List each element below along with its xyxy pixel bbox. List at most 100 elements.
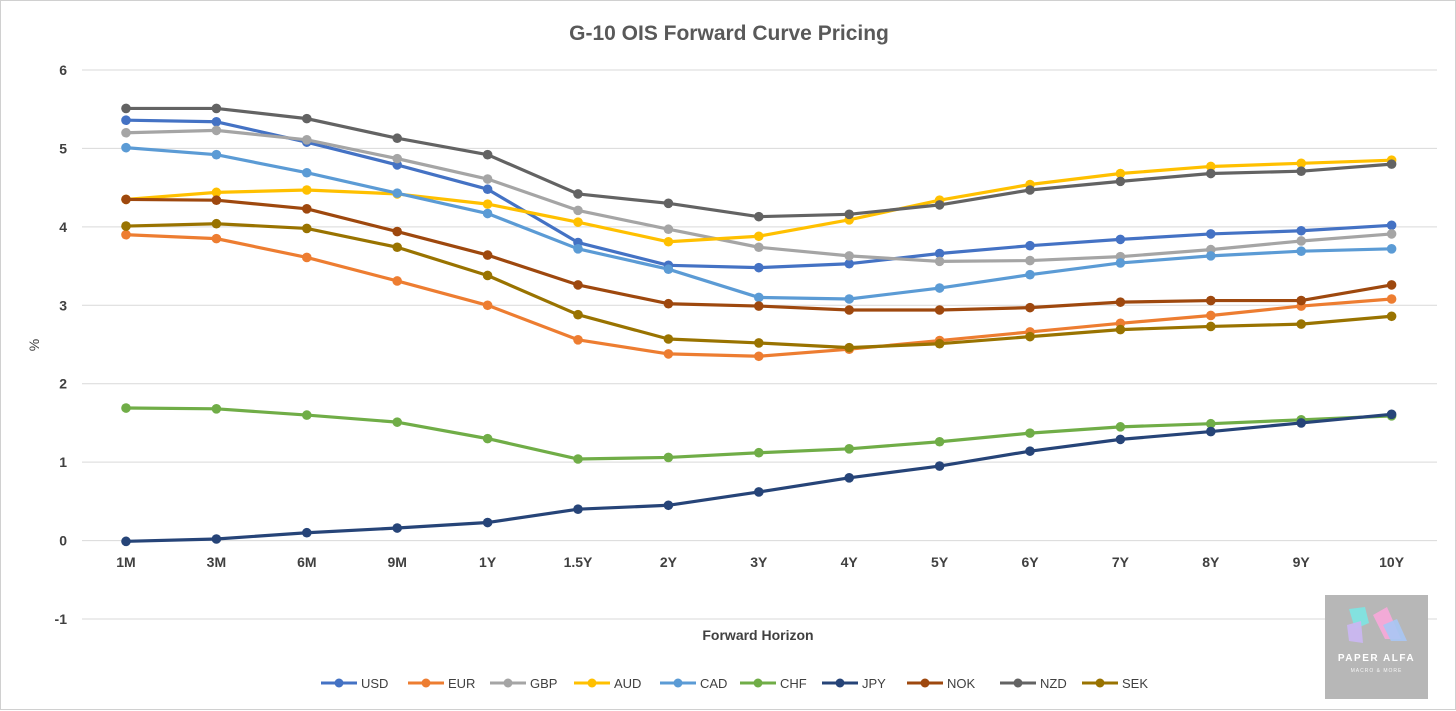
data-point [1206, 426, 1216, 437]
y-tick-label: 1 [59, 454, 67, 470]
data-point [1115, 422, 1126, 432]
legend-swatch-marker [503, 678, 513, 688]
data-point [211, 103, 222, 114]
data-point [934, 305, 945, 315]
data-point [663, 264, 674, 275]
data-point [482, 199, 493, 209]
legend-label: NOK [947, 676, 976, 691]
data-point [121, 194, 131, 205]
legend-item-eur: EUR [408, 676, 475, 691]
data-point [1206, 321, 1216, 332]
data-point [844, 258, 854, 269]
chart-title: G-10 OIS Forward Curve Pricing [569, 22, 889, 45]
y-tick-label: 2 [59, 376, 67, 392]
data-point [1386, 311, 1397, 322]
data-point [1206, 251, 1216, 261]
data-point [1025, 302, 1035, 313]
legend-swatch-marker [835, 678, 845, 688]
data-point [121, 103, 131, 114]
legend-swatch-marker [753, 678, 763, 688]
data-point [663, 349, 674, 359]
logo-tagline: MACRO & MORE [1350, 668, 1403, 674]
data-point [1296, 246, 1306, 256]
data-point [211, 187, 222, 198]
data-point [482, 300, 493, 311]
legend-swatch-marker [1013, 678, 1023, 688]
data-point [844, 473, 854, 483]
data-point [392, 133, 403, 144]
data-point [302, 113, 312, 124]
logo-name: PAPER ALFA [1337, 653, 1416, 664]
x-tick-label: 3M [207, 554, 226, 570]
data-point [392, 523, 403, 533]
data-point [934, 200, 945, 210]
data-point [1386, 244, 1397, 254]
legend-label: JPY [862, 676, 886, 691]
legend-label: USD [361, 676, 388, 691]
x-axis-ticks: 1M 3M 6M 9M 1Y 1.5Y 2Y 3Y 4Y 5Y 6Y 7Y 8Y 9Y 10Y [116, 554, 1404, 570]
data-point [754, 231, 764, 242]
data-point [392, 153, 403, 164]
legend-swatch-marker [920, 678, 930, 688]
series-sek [121, 218, 1397, 353]
x-tick-label: 1.5Y [564, 554, 593, 570]
series-line [124, 106, 1394, 219]
data-point [573, 334, 583, 345]
x-tick-label: 7Y [1112, 554, 1130, 570]
paper-alfa-logo: PAPER ALFA MACRO & MORE [1325, 595, 1428, 699]
x-tick-label: 8Y [1202, 554, 1220, 570]
data-point [1025, 446, 1035, 456]
data-point [302, 252, 312, 263]
legend-item-nzd: NZD [1000, 676, 1067, 691]
data-point [1206, 418, 1216, 429]
data-point [1206, 310, 1216, 321]
data-point [1386, 280, 1397, 290]
data-point [934, 338, 945, 349]
data-point [1115, 297, 1126, 307]
data-point [482, 208, 493, 219]
data-point [482, 250, 493, 260]
legend-item-jpy: JPY [822, 676, 886, 691]
legend-item-cad: CAD [660, 676, 727, 691]
data-point [1386, 159, 1397, 169]
data-point [302, 223, 312, 234]
data-point [573, 205, 583, 216]
data-point [482, 149, 493, 160]
y-tick-label: 0 [59, 533, 67, 549]
data-point [663, 452, 674, 463]
data-point [754, 487, 764, 497]
data-point [1025, 255, 1035, 266]
data-point [1115, 168, 1126, 179]
data-point [844, 294, 854, 304]
data-point [573, 504, 583, 514]
legend-label: NZD [1040, 676, 1067, 691]
data-point [934, 283, 945, 293]
legend-item-chf: CHF [740, 676, 807, 691]
data-point [1386, 229, 1397, 239]
series-line [124, 146, 1394, 301]
data-point [754, 292, 764, 303]
data-point [1025, 331, 1035, 342]
series-eur [121, 229, 1397, 362]
data-point [1296, 295, 1306, 306]
y-tick-label: 5 [59, 140, 67, 156]
data-point [663, 334, 674, 344]
legend-label: EUR [448, 676, 475, 691]
data-point [754, 351, 764, 362]
legend-swatch-marker [334, 678, 344, 688]
y-tick-label: 4 [59, 219, 67, 235]
data-point [1296, 166, 1306, 176]
data-point [211, 149, 222, 160]
y-axis-ticks: -1 0 1 2 3 4 5 6 [55, 62, 68, 627]
data-point [754, 242, 764, 253]
x-tick-label: 5Y [931, 554, 949, 570]
data-point [663, 500, 674, 511]
legend-item-nok: NOK [907, 676, 976, 691]
data-point [844, 251, 854, 261]
data-point [392, 242, 403, 253]
y-axis-label: % [26, 339, 42, 351]
data-point [1025, 428, 1035, 438]
data-point [1025, 240, 1035, 251]
data-point [663, 236, 674, 247]
